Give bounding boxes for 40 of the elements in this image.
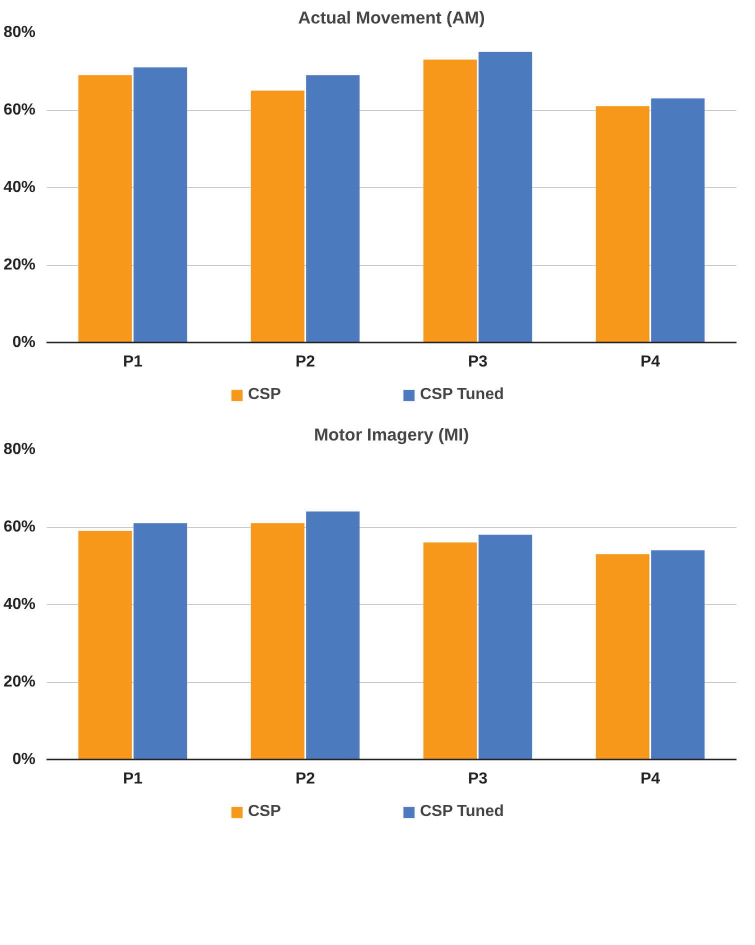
bar <box>596 554 650 760</box>
legend-label: CSP <box>248 803 282 821</box>
bar <box>651 98 705 342</box>
x-tick-label: P3 <box>468 770 488 788</box>
bar <box>78 75 132 342</box>
y-tick-label: 0% <box>12 751 36 768</box>
x-tick-label: P1 <box>122 770 143 788</box>
bar <box>250 90 304 342</box>
legend-label: CSP Tuned <box>420 803 505 821</box>
chart-title: Motor Imagery (MI) <box>314 424 469 444</box>
y-tick-label: 80% <box>3 24 36 41</box>
bar <box>478 534 532 760</box>
y-tick-label: 80% <box>3 441 36 458</box>
y-tick-label: 60% <box>3 518 36 536</box>
y-tick-label: 0% <box>12 334 36 351</box>
bar <box>250 523 304 760</box>
x-tick-label: P2 <box>295 770 316 788</box>
bar <box>306 512 360 760</box>
chart-title: Actual Movement (AM) <box>298 8 485 28</box>
x-tick-label: P1 <box>122 354 143 370</box>
legend-label: CSP <box>248 386 282 404</box>
y-tick-label: 40% <box>3 179 36 196</box>
x-tick-label: P4 <box>640 770 660 788</box>
bar <box>134 67 188 342</box>
bar <box>596 106 650 342</box>
x-tick-label: P3 <box>468 354 488 370</box>
bar <box>78 530 132 760</box>
y-tick-label: 40% <box>3 596 36 613</box>
bar <box>651 550 705 760</box>
bar <box>134 523 188 760</box>
legend-label: CSP Tuned <box>420 386 505 404</box>
x-tick-label: P4 <box>640 354 660 370</box>
bar <box>306 75 360 342</box>
bar <box>478 52 532 342</box>
x-tick-label: P2 <box>295 354 316 370</box>
bar <box>423 60 477 342</box>
y-tick-label: 20% <box>3 256 36 274</box>
bar <box>423 542 477 760</box>
y-tick-label: 60% <box>3 102 36 118</box>
y-tick-label: 20% <box>3 674 36 690</box>
